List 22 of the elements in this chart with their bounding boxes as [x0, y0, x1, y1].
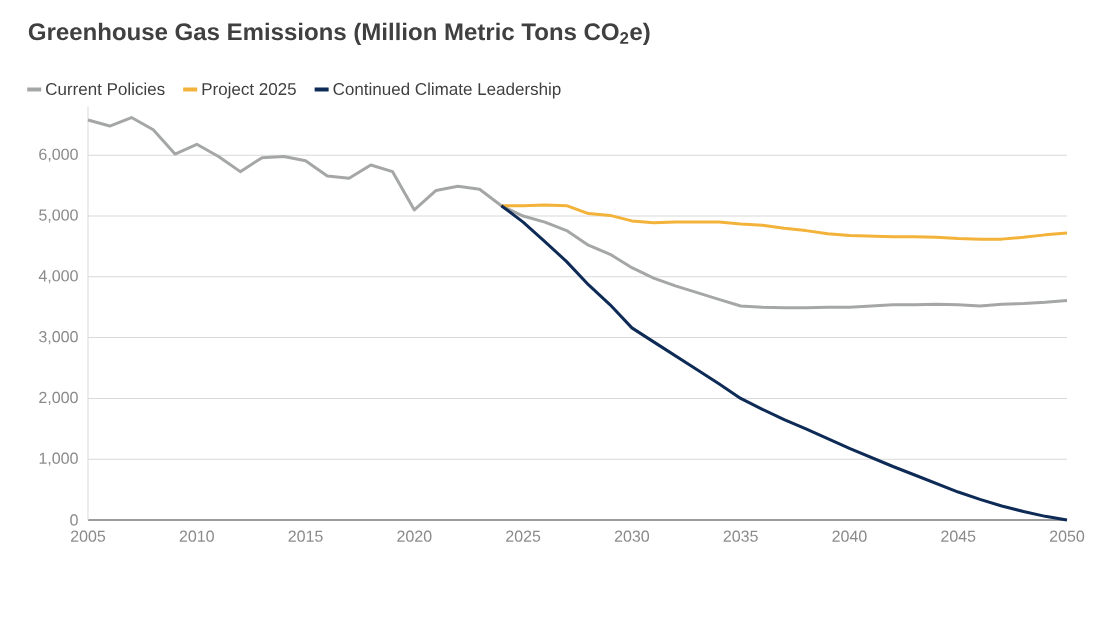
- x-tick-label: 2045: [941, 530, 976, 542]
- x-tick-label: 2040: [832, 530, 867, 542]
- y-tick-label: 6,000: [39, 148, 78, 162]
- x-tick-label: 2035: [723, 530, 758, 542]
- line-series: [86, 116, 1069, 310]
- x-tick-label: 2005: [71, 530, 106, 542]
- x-tick-label: 2025: [506, 530, 541, 542]
- legend-label: Continued Climate Leadership: [333, 82, 561, 99]
- y-tick-label: 5,000: [39, 209, 78, 223]
- x-tick-label: 2010: [179, 530, 214, 542]
- legend-label: Current Policies: [46, 82, 165, 96]
- x-tick-label: 2020: [397, 530, 432, 542]
- y-tick-label: 0: [70, 514, 78, 526]
- x-tick-label: 2015: [288, 530, 323, 542]
- x-tick-label: 2050: [1050, 530, 1085, 542]
- x-tick-label: 2030: [614, 530, 650, 542]
- y-tick-label: 1,000: [39, 452, 78, 466]
- y-tick-label: 4,000: [38, 270, 78, 284]
- y-tick-label: 3,000: [39, 331, 78, 345]
- legend-label: Project 2025: [202, 82, 296, 99]
- y-tick-label: 2,000: [39, 391, 78, 406]
- chart-title: Greenhouse Gas Emissions (Million Metric Tons CO$_{2}$e): [28, 22, 650, 46]
